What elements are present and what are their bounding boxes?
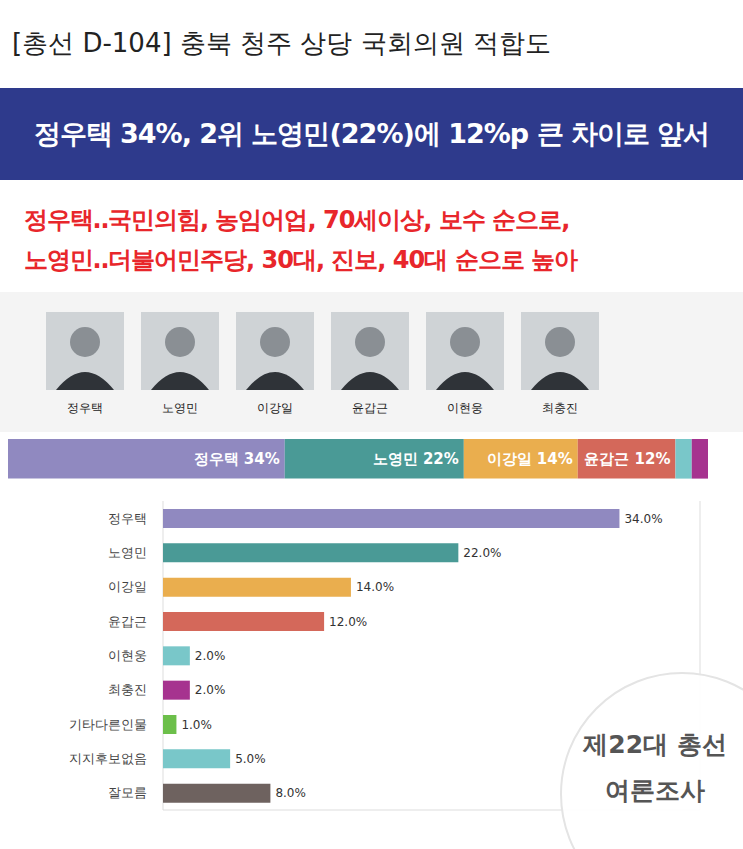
svg-text:윤갑근: 윤갑근	[108, 614, 147, 629]
svg-text:2.0%: 2.0%	[195, 683, 226, 697]
svg-text:8.0%: 8.0%	[275, 786, 306, 800]
svg-text:14.0%: 14.0%	[356, 580, 394, 594]
svg-text:기타다른인물: 기타다른인물	[69, 717, 147, 732]
svg-text:12.0%: 12.0%	[329, 615, 367, 629]
svg-text:노영민 22%: 노영민 22%	[373, 450, 459, 468]
svg-text:노영민: 노영민	[108, 545, 147, 560]
html-text:최충진: 최충진	[542, 401, 578, 415]
html-text:이강일: 이강일	[257, 401, 293, 415]
html-text:정우택 34%, 2위 노영민(22%)에 12%p 큰 차: 정우택 34%, 2위 노영민(22%)에 12%p 큰 차이로 앞서	[33, 118, 710, 149]
svg-text:2.0%: 2.0%	[195, 649, 226, 663]
html-text:정우택‥국민의힘, 농임어업, 70세이상, 보수 순으로,: 정우택‥국민의힘, 농임어업, 70세이상, 보수 순으로,	[24, 206, 570, 234]
html-text:정우택: 정우택	[67, 401, 103, 415]
svg-text:정우택: 정우택	[108, 511, 147, 526]
html-text:여론조사: 여론조사	[605, 776, 705, 805]
svg-text:정우택 34%: 정우택 34%	[194, 450, 280, 468]
html-text:이현웅: 이현웅	[447, 401, 483, 415]
svg-text:1.0%: 1.0%	[181, 718, 212, 732]
svg-text:22.0%: 22.0%	[463, 546, 501, 560]
svg-text:최충진: 최충진	[108, 682, 147, 697]
svg-text:34.0%: 34.0%	[624, 512, 662, 526]
svg-text:이현웅: 이현웅	[108, 648, 147, 663]
html-text:제22대 총선: 제22대 총선	[583, 730, 727, 759]
svg-text:5.0%: 5.0%	[235, 752, 266, 766]
svg-text:윤갑근 12%: 윤갑근 12%	[584, 450, 670, 468]
html-text:[총선 D-104] 충북 청주 상당 국회의원 적합도: [총선 D-104] 충북 청주 상당 국회의원 적합도	[12, 28, 551, 58]
svg-text:잘모름: 잘모름	[108, 785, 147, 800]
svg-text:지지후보없음: 지지후보없음	[69, 751, 147, 766]
html-text:노영민‥더불어민주당, 30대, 진보, 40대 순으로 높: 노영민‥더불어민주당, 30대, 진보, 40대 순으로 높아	[24, 246, 577, 274]
html-text:윤갑근: 윤갑근	[352, 401, 388, 415]
svg-text:이강일 14%: 이강일 14%	[487, 450, 573, 468]
html-text:노영민: 노영민	[162, 401, 198, 415]
svg-text:이강일: 이강일	[108, 579, 147, 594]
